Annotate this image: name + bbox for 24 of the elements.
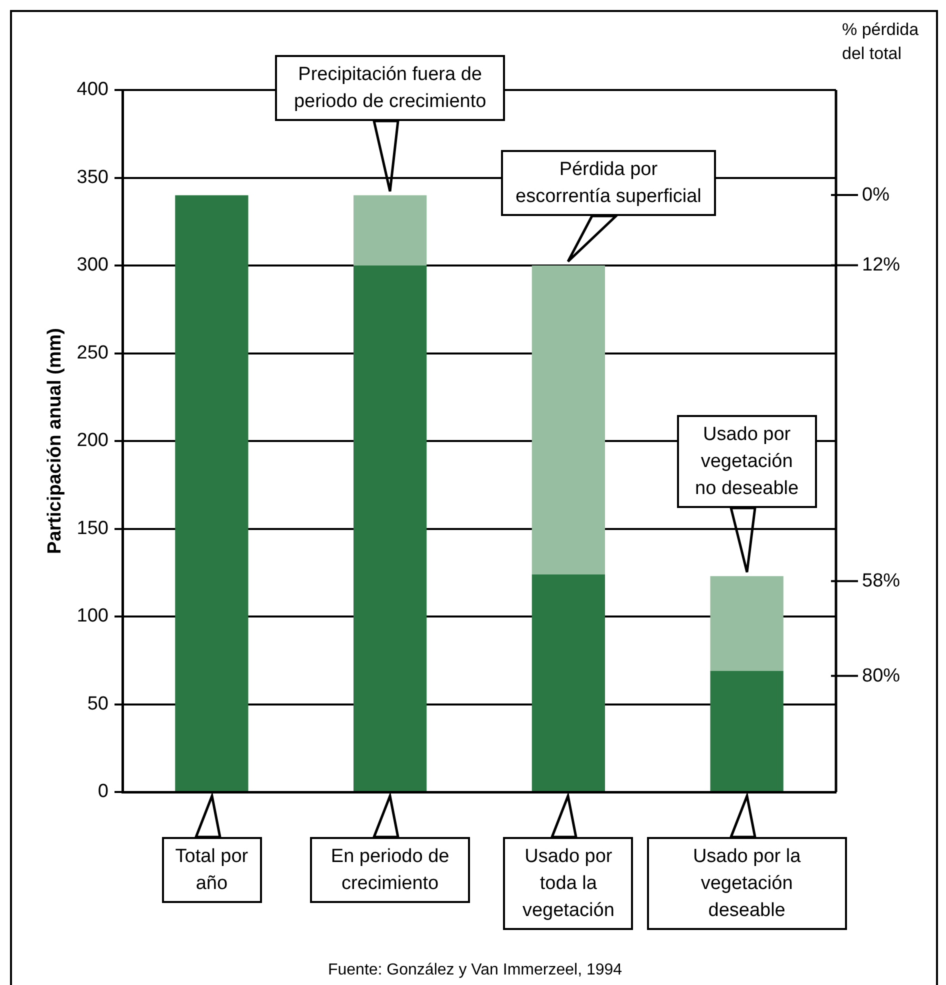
- text: 58%: [862, 570, 900, 592]
- text: % pérdida del total: [842, 20, 920, 64]
- x-tick-label: Total por año: [162, 837, 262, 903]
- y-tick-label: 100: [76, 606, 108, 627]
- y-tick-label: 300: [76, 254, 108, 276]
- annotation: Usado por vegetación no deseable: [676, 415, 817, 508]
- y-tick-label: 150: [76, 518, 108, 539]
- y-tick-label: 50: [87, 693, 108, 714]
- y-tick-label: 350: [76, 166, 108, 188]
- annotation: Pérdida por escorrentía superficial: [500, 150, 716, 216]
- text: 12%: [862, 254, 900, 276]
- y-tick-label: 0: [98, 781, 108, 802]
- y-tick-label: 250: [76, 342, 108, 364]
- source-note: Fuente: González y Van Immerzeel, 1994: [328, 961, 622, 978]
- x-tick-label: Usado por la vegetación deseable: [646, 837, 847, 930]
- annotation: Precipitación fuera de periodo de crecimiento: [275, 55, 506, 121]
- y-tick-label: 200: [76, 430, 108, 452]
- x-tick-label: En periodo de crecimiento: [310, 837, 470, 903]
- text: 0%: [862, 184, 890, 206]
- x-tick-label: Usado por toda la vegetación: [503, 837, 634, 930]
- callout-box: Precipitación fuera de periodo de crecimiento: [275, 55, 506, 194]
- text: 80%: [862, 665, 900, 686]
- y-tick-label: 400: [76, 79, 108, 100]
- y-axis-title: Participación anual (mm): [44, 328, 66, 554]
